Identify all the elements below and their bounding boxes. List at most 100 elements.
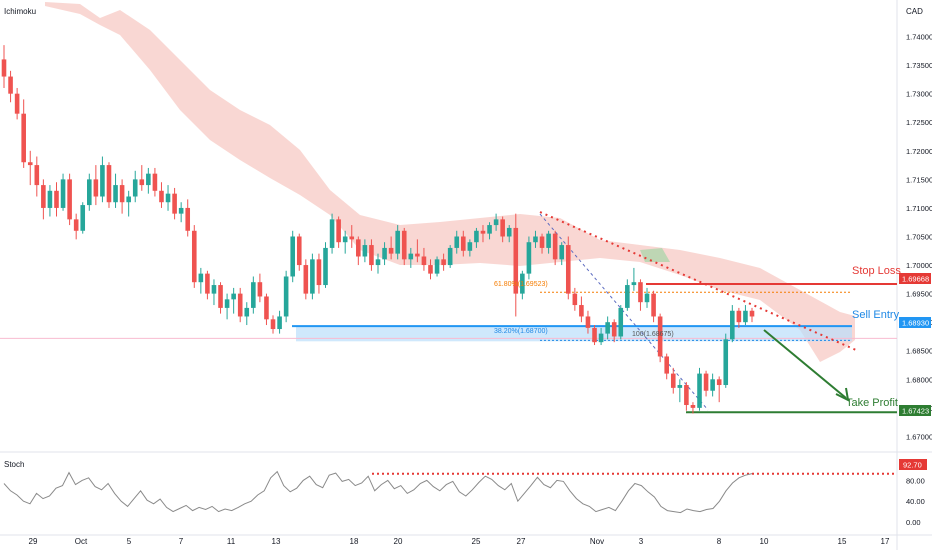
candle-body — [493, 219, 499, 226]
candle-body — [605, 322, 610, 334]
candle-body — [736, 310, 742, 323]
price-tick-label: 1.70500 — [906, 232, 932, 241]
candle-body — [185, 207, 191, 231]
candle-body — [139, 179, 145, 186]
candle-body — [41, 185, 46, 208]
stoch-tick-label: 0.00 — [906, 518, 921, 527]
candle-body — [93, 179, 99, 197]
time-tick-label: 8 — [717, 537, 722, 546]
candle-body — [80, 205, 86, 231]
candle-body — [310, 259, 315, 294]
candle-body — [651, 293, 656, 317]
candle-body — [592, 327, 597, 343]
candle-body — [710, 379, 715, 391]
candle-body — [454, 236, 460, 248]
candle-body — [244, 307, 250, 317]
candle-body — [526, 242, 532, 274]
candle-body — [198, 273, 204, 283]
time-tick-label: 5 — [127, 537, 132, 546]
candle-body — [21, 113, 26, 163]
candle-body — [487, 225, 492, 234]
candle-body — [559, 245, 565, 260]
candle-body — [296, 236, 302, 266]
stoch-tick-label: 80.00 — [906, 476, 925, 485]
candle-body — [119, 185, 125, 203]
candle-body — [388, 247, 394, 254]
candle-body — [47, 190, 53, 208]
fib-382-label: 38.20%(1.68700) — [494, 328, 548, 335]
candle-body — [277, 316, 282, 330]
time-tick-label: 20 — [394, 537, 403, 546]
candle-body — [611, 322, 617, 337]
candle-body — [670, 373, 676, 388]
candle-body — [480, 230, 486, 234]
candle-body — [106, 165, 112, 203]
price-axis-ticks: 1.74000 1.73500 1.73000 1.72500 1.72000 1.715… — [906, 33, 932, 442]
sell-zone-rect — [296, 326, 852, 342]
candle-body — [218, 285, 223, 308]
candle-body — [152, 173, 158, 191]
time-tick-label: 13 — [272, 537, 281, 546]
candle-body — [408, 253, 414, 260]
candle-body — [690, 405, 696, 408]
price-tick-label: 1.67000 — [906, 432, 932, 441]
candle-body — [598, 333, 604, 343]
candle-body — [625, 285, 630, 308]
fib-100-label: 100(1.68675) — [632, 331, 674, 338]
candle-body — [474, 230, 479, 243]
stoch-level-tag-text: 92.70 — [903, 461, 922, 470]
time-tick-label: 25 — [472, 537, 481, 546]
candle-body — [703, 373, 709, 391]
candle-body — [146, 173, 151, 186]
candle-body — [270, 319, 276, 330]
candle-body — [8, 76, 13, 94]
time-axis-ticks: 29 Oct 5 7 11 13 18 20 25 27 Nov 3 8 10 15 17 — [29, 537, 890, 546]
candle-body — [60, 179, 66, 208]
candle-body — [467, 242, 473, 251]
candle-body — [257, 282, 263, 297]
candle-body — [87, 179, 92, 206]
candle-body — [342, 236, 348, 243]
take-profit-tag-text: 1.67423 — [902, 407, 929, 416]
candle-body — [323, 247, 328, 286]
candle-body — [638, 282, 643, 303]
candle-body — [54, 190, 59, 208]
candle-body — [677, 385, 683, 388]
candle-body — [447, 247, 453, 266]
candle-body — [113, 185, 118, 203]
price-tick-label: 1.72500 — [906, 118, 932, 127]
stop-loss-tag — [899, 273, 931, 284]
candle-body — [533, 236, 538, 243]
candle-body — [421, 256, 427, 266]
candle-body — [506, 227, 512, 237]
candle-body — [264, 296, 269, 320]
currency-label: CAD — [906, 7, 923, 16]
candle-body — [356, 239, 361, 257]
candle-body — [251, 282, 256, 308]
candle-body — [401, 230, 407, 260]
candle-body — [211, 285, 217, 294]
price-tick-label: 1.71500 — [906, 175, 932, 184]
candle-body — [565, 245, 571, 294]
candle-body — [664, 356, 669, 374]
candle-body — [520, 273, 525, 294]
take-profit-tag — [899, 405, 931, 416]
candle-body — [362, 245, 368, 257]
sell-entry-label: Sell Entry — [852, 309, 900, 321]
cloud-green-patch — [640, 248, 670, 262]
price-tick-label: 1.68000 — [906, 375, 932, 384]
candle-body — [513, 227, 519, 294]
candle-body — [14, 93, 20, 114]
time-tick-label: 3 — [639, 537, 644, 546]
candle-body — [579, 305, 584, 317]
candle-body — [172, 193, 177, 214]
candle-body — [205, 273, 210, 294]
candle-body — [697, 373, 702, 408]
time-tick-label: Nov — [590, 537, 604, 546]
time-tick-label: 11 — [227, 537, 236, 546]
stop-loss-label: Stop Loss — [852, 265, 901, 277]
sell-entry-tag-text: 1.68930 — [902, 319, 929, 328]
candle-body — [572, 293, 578, 306]
candle-body — [329, 219, 335, 248]
